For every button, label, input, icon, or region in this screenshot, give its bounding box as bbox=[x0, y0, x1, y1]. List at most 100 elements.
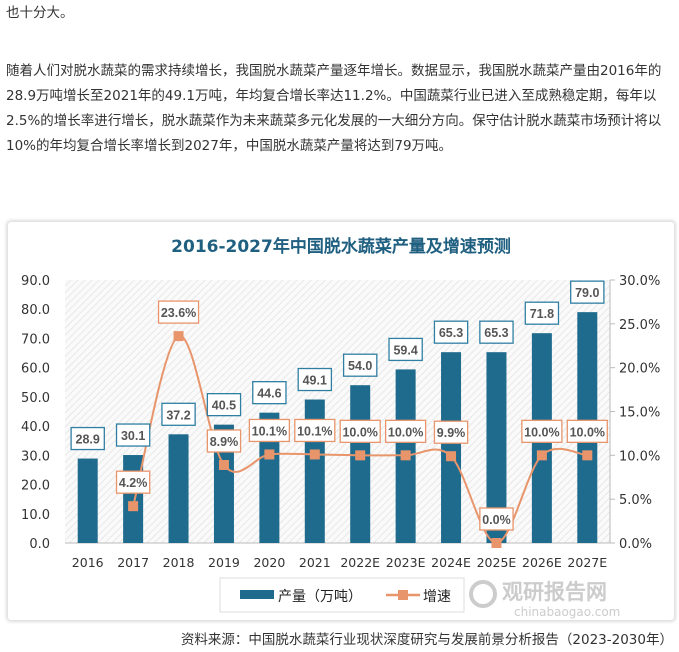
left-tick-label: 60.0 bbox=[21, 362, 50, 377]
x-tick-label: 2026E bbox=[522, 555, 562, 570]
growth-data-label-box bbox=[206, 429, 242, 453]
growth-marker bbox=[173, 331, 184, 342]
right-tick-label: 25.0% bbox=[619, 318, 660, 333]
bar bbox=[123, 455, 144, 543]
growth-data-label: 10.0% bbox=[524, 425, 559, 439]
growth-line bbox=[132, 335, 588, 545]
legend-bar-label: 产量（万吨） bbox=[278, 589, 362, 605]
growth-marker bbox=[355, 450, 366, 461]
source-note: 资料来源：中国脱水蔬菜行业现状深度研究与发展前景分析报告（2023-2030年） bbox=[180, 632, 673, 648]
left-tick-label: 70.0 bbox=[21, 332, 50, 347]
bar-data-label: 65.3 bbox=[484, 326, 508, 340]
bar-data-label: 71.8 bbox=[530, 307, 554, 321]
x-tick-label: 2022E bbox=[340, 555, 380, 570]
right-tick-label: 30.0% bbox=[619, 274, 660, 289]
growth-data-label: 8.9% bbox=[210, 435, 239, 449]
x-tick-label: 2016 bbox=[72, 555, 104, 570]
bar-data-label-box bbox=[252, 381, 287, 405]
growth-data-label-box bbox=[566, 419, 608, 443]
bar bbox=[441, 352, 462, 543]
growth-data-label-box bbox=[294, 418, 336, 443]
growth-marker bbox=[491, 538, 502, 548]
growth-data-label: 9.9% bbox=[437, 426, 466, 440]
bar bbox=[350, 385, 371, 543]
left-tick-label: 50.0 bbox=[21, 391, 50, 406]
right-tick-label: 15.0% bbox=[619, 406, 660, 421]
legend-line-marker bbox=[398, 590, 408, 600]
x-tick-label: 2018 bbox=[163, 555, 195, 570]
bar-data-label-box bbox=[524, 301, 560, 325]
growth-data-label: 0.0% bbox=[482, 513, 511, 527]
bar-data-label: 40.5 bbox=[212, 399, 236, 413]
bar bbox=[168, 434, 189, 543]
bar-data-label-box bbox=[388, 337, 423, 362]
bar-data-label: 59.4 bbox=[393, 343, 417, 357]
bar-data-label-box bbox=[433, 320, 469, 344]
chart-container: 2016-2027年中国脱水蔬菜产量及增速预测 0.0 10.0 20.0 30.0 4… bbox=[8, 222, 674, 620]
growth-marker bbox=[264, 449, 275, 460]
x-tick-label: 2024E bbox=[431, 555, 471, 570]
growth-marker bbox=[536, 450, 547, 461]
x-tick-label: 2019 bbox=[208, 555, 240, 570]
watermark-name: 观研报告网 bbox=[502, 580, 607, 604]
x-tick-label: 2020 bbox=[253, 555, 285, 570]
growth-data-label-box bbox=[157, 300, 200, 324]
left-tick-label: 20.0 bbox=[21, 479, 50, 494]
bar-data-label: 28.9 bbox=[76, 433, 100, 447]
growth-data-label-box bbox=[248, 418, 291, 443]
left-tick-label: 0.0 bbox=[29, 537, 50, 552]
left-tick-label: 40.0 bbox=[21, 420, 50, 435]
bar-data-label-box bbox=[297, 367, 333, 392]
right-tick-label: 5.0% bbox=[619, 493, 652, 508]
growth-data-label: 10.1% bbox=[297, 424, 332, 438]
watermark-logo-icon bbox=[469, 580, 497, 608]
bar-data-label: 37.2 bbox=[166, 408, 190, 422]
growth-marker bbox=[218, 459, 229, 470]
chart-title: 2016-2027年中国脱水蔬菜产量及增速预测 bbox=[171, 236, 511, 257]
growth-data-label-box bbox=[521, 419, 563, 443]
growth-data-label: 10.0% bbox=[388, 425, 423, 439]
growth-data-label-box bbox=[479, 507, 514, 531]
growth-data-label: 4.2% bbox=[119, 476, 148, 490]
growth-data-label-box bbox=[433, 420, 469, 444]
legend-line-label: 增速 bbox=[423, 589, 451, 605]
bar-data-label: 30.1 bbox=[121, 429, 145, 443]
x-tick-label: 2025E bbox=[477, 555, 517, 570]
growth-data-label-box bbox=[115, 470, 151, 494]
right-tick-label: 10.0% bbox=[619, 449, 660, 464]
paragraph-production: 随着人们对脱水蔬菜的需求持续增长，我国脱水蔬菜产量逐年增长。数据显示，我国脱水蔬… bbox=[6, 63, 662, 154]
bar-data-label: 54.0 bbox=[348, 359, 372, 373]
bar-data-label: 79.0 bbox=[575, 286, 599, 300]
production-growth-chart: 2016-2027年中国脱水蔬菜产量及增速预测 0.0 10.0 20.0 30.0 4… bbox=[21, 236, 660, 619]
legend-bar-swatch bbox=[240, 590, 274, 599]
x-tick-label: 2027E bbox=[567, 555, 607, 570]
growth-marker bbox=[128, 501, 139, 512]
bar-data-label-box bbox=[206, 392, 242, 417]
watermark-url: chinabaogao.com bbox=[514, 605, 620, 619]
growth-data-label: 23.6% bbox=[161, 306, 196, 320]
bar bbox=[77, 458, 98, 543]
bar-data-label-box bbox=[70, 426, 105, 451]
bar bbox=[486, 352, 507, 543]
x-tick-label: 2017 bbox=[117, 555, 149, 570]
growth-marker bbox=[400, 450, 411, 461]
paragraph-intro: 也十分大。 bbox=[6, 5, 74, 21]
x-tick-label: 2023E bbox=[386, 555, 426, 570]
left-tick-label: 30.0 bbox=[21, 449, 50, 464]
bar-data-label-box bbox=[115, 423, 151, 447]
plot-background bbox=[65, 280, 610, 543]
growth-data-label: 10.0% bbox=[342, 425, 377, 439]
growth-marker bbox=[582, 450, 593, 461]
bar-data-label-box bbox=[570, 280, 605, 304]
right-tick-label: 0.0% bbox=[619, 537, 652, 552]
left-tick-label: 80.0 bbox=[21, 303, 50, 318]
bar-data-label-box bbox=[479, 320, 514, 344]
left-tick-label: 10.0 bbox=[21, 508, 50, 523]
bar-data-label: 65.3 bbox=[439, 326, 463, 340]
growth-data-label-box bbox=[339, 419, 381, 443]
bar-data-label-box bbox=[342, 353, 378, 377]
bar-data-label: 49.1 bbox=[303, 374, 327, 388]
bar bbox=[259, 412, 280, 543]
growth-marker bbox=[446, 451, 457, 462]
bar-data-label: 44.6 bbox=[257, 387, 281, 401]
